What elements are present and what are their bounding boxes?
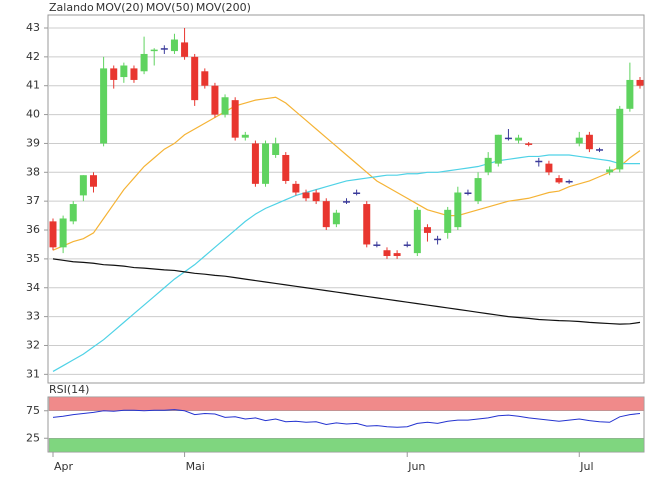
candle-body — [423, 227, 431, 233]
candle-body — [555, 178, 563, 183]
x-tick-label: Jun — [407, 460, 425, 473]
legend-entry: MOV(50) — [146, 1, 194, 14]
candle-body — [79, 175, 87, 196]
y-tick-label: 31 — [26, 367, 40, 380]
candle-body — [181, 42, 189, 57]
y-tick-label: 75 — [26, 404, 40, 417]
candle-body — [403, 244, 411, 246]
candle-body — [606, 169, 614, 173]
candle-body — [312, 192, 320, 202]
candle-body — [130, 68, 138, 80]
candle-body — [160, 48, 168, 50]
moving-average — [52, 154, 640, 372]
candle-body — [575, 137, 583, 144]
candle-body — [393, 253, 401, 257]
candle-body — [596, 149, 604, 151]
candle-body — [221, 97, 229, 115]
candle-body — [251, 143, 259, 184]
candle-body — [170, 39, 178, 52]
candle-body — [515, 137, 523, 141]
y-tick-label: 40 — [26, 108, 40, 121]
candle-body — [373, 244, 381, 246]
candle-body — [241, 134, 249, 138]
candle-body — [292, 183, 300, 193]
candle-body — [231, 100, 239, 138]
candle-body — [494, 134, 502, 164]
candle-body — [535, 160, 543, 163]
y-tick-label: 42 — [26, 50, 40, 63]
legend-entry: RSI(14) — [49, 383, 89, 396]
candle-body — [262, 143, 270, 184]
candle-body — [464, 192, 472, 195]
y-tick-label: 38 — [26, 165, 40, 178]
y-tick-label: 32 — [26, 338, 40, 351]
moving-average — [52, 96, 641, 251]
y-tick-label: 41 — [26, 79, 40, 92]
candle-body — [434, 238, 442, 241]
candle-body — [545, 163, 553, 173]
candle-body — [211, 85, 219, 115]
candle-body — [59, 218, 67, 248]
candle-body — [110, 68, 118, 80]
candle-body — [525, 143, 533, 145]
x-tick-label: Mai — [186, 460, 205, 473]
y-tick-label: 39 — [26, 136, 40, 149]
candle-body — [282, 154, 290, 181]
y-tick-label: 36 — [26, 223, 40, 236]
rsi-line — [52, 409, 641, 428]
moving-average — [52, 258, 641, 325]
x-tick-label: Apr — [54, 460, 74, 473]
y-tick-label: 33 — [26, 310, 40, 323]
candle-body — [49, 221, 57, 248]
candle-body — [444, 209, 452, 233]
candle-body — [616, 108, 624, 170]
legend-entry: Zalando — [49, 1, 94, 14]
layer: 31 32 33 34 35 36 37 38 39 40 41 42 43 75 25 Apr Mai Jun J… — [26, 1, 645, 473]
y-tick-label: 35 — [26, 252, 40, 265]
candle-body — [484, 157, 492, 173]
candle-body — [353, 192, 361, 195]
y-tick-label: 43 — [26, 21, 40, 34]
candle-body — [302, 192, 310, 199]
y-tick-label: 25 — [26, 431, 40, 444]
x-tick-label: Jul — [579, 460, 593, 473]
candle-body — [565, 180, 573, 183]
candle-body — [69, 204, 77, 222]
candle-body — [272, 143, 280, 155]
candle-body — [383, 250, 391, 257]
legend-entry: MOV(200) — [196, 1, 251, 14]
y-tick-label: 37 — [26, 194, 40, 207]
y-tick-label: 34 — [26, 281, 40, 294]
candle-body — [474, 178, 482, 202]
candle-body — [201, 71, 209, 86]
candle-body — [191, 56, 199, 101]
candle-body — [343, 201, 350, 203]
candle-body — [332, 212, 340, 225]
candle-body — [322, 201, 330, 228]
candle-body — [363, 204, 371, 245]
candle-body — [585, 134, 593, 150]
candle-body — [89, 175, 97, 187]
candle-body — [454, 192, 462, 228]
candle-body — [140, 53, 148, 72]
legend-entry: MOV(20) — [96, 1, 144, 14]
candle-body — [626, 79, 634, 109]
candle-body — [413, 209, 421, 254]
candle-body — [504, 137, 512, 140]
candle-body — [150, 49, 158, 52]
candle-body — [636, 79, 644, 86]
zone-band — [48, 396, 645, 411]
candle-body — [100, 68, 108, 144]
candle-body — [120, 65, 128, 78]
zone-band — [48, 438, 645, 453]
